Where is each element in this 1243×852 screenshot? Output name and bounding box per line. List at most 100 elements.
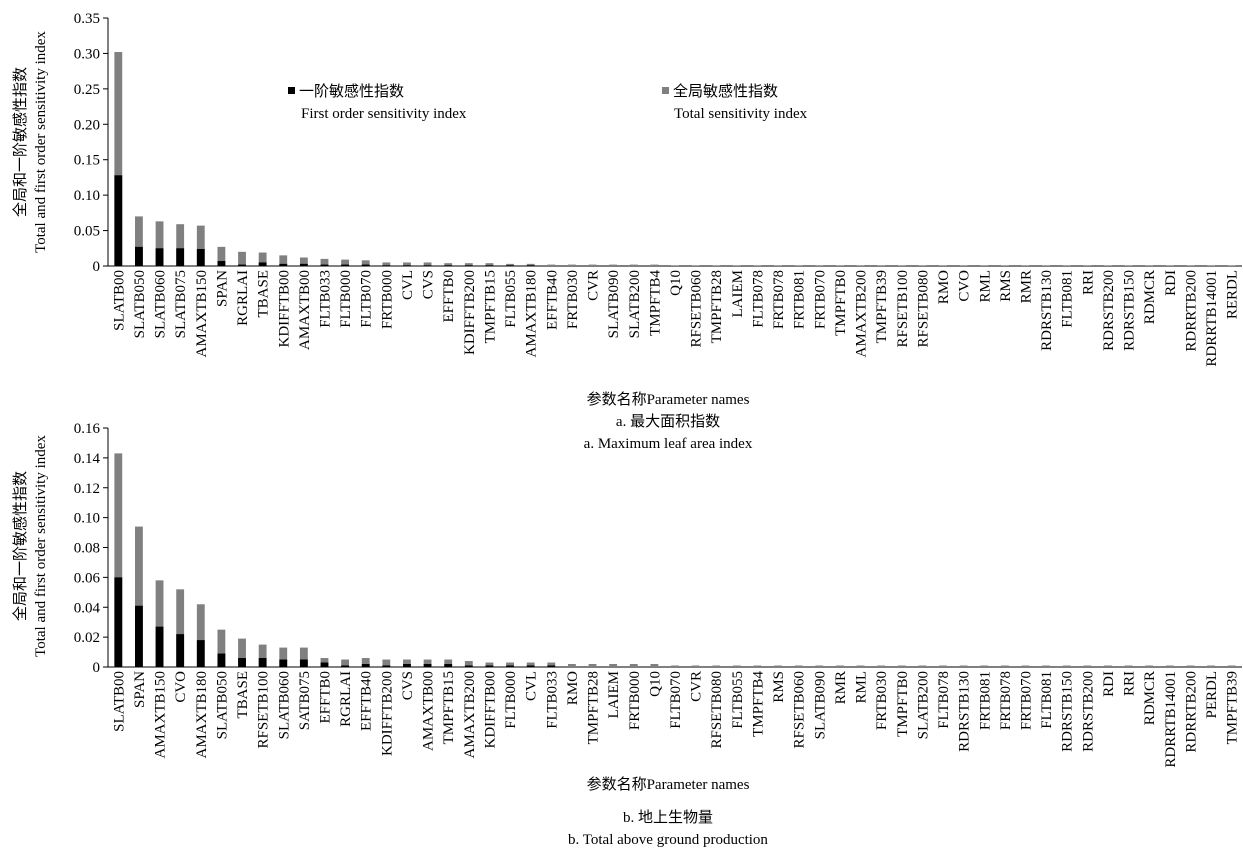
x-tick-label: AMAXTB00 — [297, 270, 313, 350]
chart-b-xlabel: 参数名称Parameter names — [587, 776, 750, 793]
x-tick-label: RDRRTB200 — [1183, 671, 1199, 753]
y-tick-label: 0.16 — [74, 421, 101, 437]
bar-total — [382, 659, 391, 667]
bar-total — [774, 665, 783, 667]
bar-total — [856, 265, 865, 266]
bar-first-order — [403, 265, 411, 266]
bar-total — [1145, 665, 1154, 667]
chart-a-caption-en: a. Maximum leaf area index — [584, 436, 753, 452]
x-tick-label: SLATB200 — [915, 671, 931, 739]
x-tick-label: TMPFTB15 — [441, 671, 457, 744]
bar-total — [815, 265, 824, 266]
bar-first-order — [382, 265, 391, 266]
x-tick-label: SLATB090 — [812, 671, 828, 739]
x-tick-label: RERDL — [1225, 270, 1241, 319]
chart-a-bars — [114, 52, 1236, 266]
bar-total — [1124, 265, 1133, 266]
chart-b-ylabel-zh: 全局和一阶敏感性指数 — [11, 471, 29, 621]
x-tick-label: SLATB060 — [153, 270, 169, 338]
bar-first-order — [506, 265, 514, 266]
bar-total — [629, 264, 638, 266]
bar-total — [918, 265, 927, 266]
x-tick-label: EFFTB40 — [359, 671, 375, 731]
x-tick-label: FRTB030 — [565, 270, 581, 329]
x-tick-label: FLTB078 — [936, 671, 952, 729]
x-tick-label: FRTB070 — [812, 270, 828, 329]
bar-total — [671, 665, 679, 667]
bar-total — [609, 664, 618, 667]
bar-first-order — [444, 265, 453, 266]
y-tick-label: 0.30 — [74, 46, 100, 62]
bar-total — [1227, 665, 1236, 667]
bar-total — [320, 258, 329, 266]
x-tick-label: FLTB070 — [668, 671, 684, 729]
y-tick-label: 0 — [93, 259, 101, 275]
bar-total — [1207, 665, 1215, 667]
x-tick-label: TMPFTB4 — [647, 270, 663, 336]
bar-total — [299, 647, 308, 667]
x-tick-label: RFSETB100 — [895, 270, 911, 348]
bar-total — [547, 662, 556, 667]
bar-first-order — [464, 665, 473, 667]
bar-total — [1145, 265, 1154, 266]
bar-total — [506, 662, 514, 667]
bar-first-order — [279, 263, 288, 266]
x-tick-label: KDIFFTB200 — [379, 671, 395, 756]
bar-total — [609, 264, 618, 266]
bar-total — [341, 659, 350, 667]
bar-total — [176, 589, 185, 667]
x-tick-label: SLATB00 — [111, 270, 127, 331]
x-tick-label: EFFTB0 — [317, 671, 333, 724]
bar-first-order — [361, 264, 370, 266]
y-tick-label: 0.08 — [74, 541, 100, 557]
legend-first-order-zh: 一阶敏感性指数 — [299, 83, 404, 100]
chart-b-bars — [114, 453, 1236, 667]
bar-first-order — [485, 665, 494, 667]
x-tick-label: RDMCR — [1142, 270, 1158, 324]
bar-total — [980, 665, 989, 667]
bar-total — [526, 662, 535, 667]
bar-total — [753, 265, 762, 266]
x-tick-label: FLTB081 — [1060, 270, 1076, 328]
bar-total — [959, 265, 968, 266]
bar-first-order — [135, 605, 143, 667]
x-tick-label: RDRSTB130 — [957, 671, 973, 752]
y-tick-label: 0.35 — [74, 11, 100, 27]
bar-total — [939, 665, 947, 667]
x-tick-label: RDRSTB150 — [1122, 270, 1138, 351]
x-tick-label: AMAXTB150 — [153, 671, 169, 759]
x-tick-label: RDRRTB14001 — [1204, 270, 1220, 367]
y-tick-label: 0.10 — [74, 188, 100, 204]
x-tick-label: SPAN — [214, 270, 230, 307]
bar-total — [135, 216, 143, 266]
x-tick-label: LAIEM — [730, 270, 746, 318]
y-tick-label: 0.04 — [74, 600, 101, 616]
bar-total — [506, 263, 514, 266]
bar-total — [423, 659, 432, 667]
legend-first-order-swatch — [288, 87, 295, 94]
legend-first-order-en: First order sensitivity index — [301, 106, 467, 122]
bar-total — [217, 629, 226, 667]
x-tick-label: SLATB075 — [173, 270, 189, 338]
bar-total — [1227, 265, 1236, 266]
bar-total — [959, 665, 968, 667]
bar-total — [403, 262, 411, 266]
x-tick-label: RDRRTB14001 — [1163, 671, 1179, 768]
bar-first-order — [403, 664, 411, 667]
bar-total — [1021, 665, 1030, 667]
bar-total — [279, 255, 288, 266]
x-tick-label: TMPFTB0 — [895, 671, 911, 737]
bar-total — [567, 264, 576, 266]
x-tick-label: KDIFFTB00 — [276, 270, 292, 348]
x-tick-label: FRTB078 — [998, 671, 1014, 730]
x-tick-label: AMAXTB180 — [194, 671, 210, 759]
bar-total — [155, 580, 164, 667]
bar-total — [712, 265, 721, 266]
bar-first-order — [155, 626, 164, 667]
x-tick-label: SATB075 — [297, 671, 313, 730]
bar-total — [485, 263, 494, 266]
x-tick-label: TBASE — [256, 270, 272, 318]
x-tick-label: FLTB000 — [338, 270, 354, 328]
x-tick-label: RML — [854, 671, 870, 704]
x-tick-label: FLTB033 — [317, 270, 333, 328]
